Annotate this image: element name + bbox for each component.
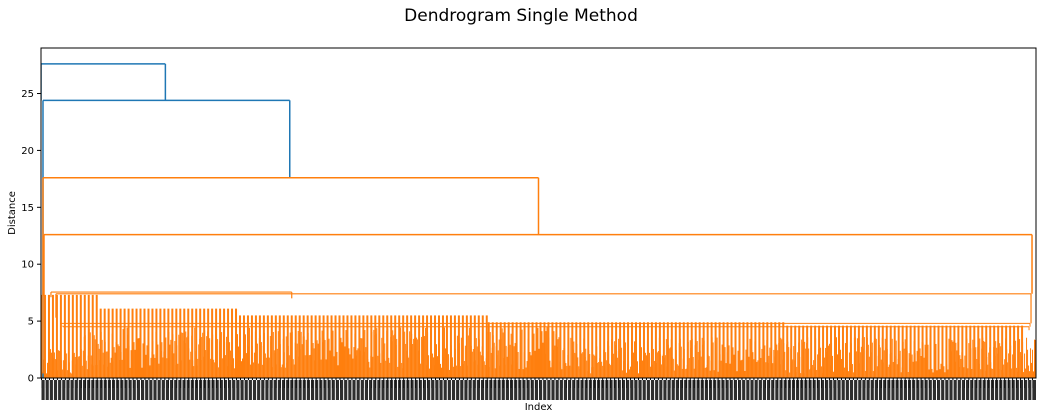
y-axis-label: Distance xyxy=(7,191,18,235)
y-axis: 0 5 10 15 20 25 xyxy=(21,89,41,385)
x-axis xyxy=(40,378,1036,400)
y-axis-tick-label: 20 xyxy=(21,146,34,157)
y-axis-tick-label: 10 xyxy=(21,260,34,271)
y-axis-tick-label: 0 xyxy=(28,374,34,385)
dendrogram-link xyxy=(50,291,293,299)
dendrogram-links xyxy=(41,63,1036,378)
dendrogram-link xyxy=(43,233,1033,297)
y-axis-tick-label: 25 xyxy=(21,89,34,100)
dendrogram-link xyxy=(42,176,540,374)
y-axis-tick-label: 5 xyxy=(28,317,34,328)
dendrogram-link xyxy=(55,293,1032,324)
x-axis-tick-label-gaps xyxy=(40,380,1033,400)
dendrogram-link xyxy=(41,63,167,101)
y-axis-tick-label: 15 xyxy=(21,203,34,214)
dendrogram-link xyxy=(60,322,1031,327)
dendrogram-link xyxy=(62,325,1030,331)
chart-title: Dendrogram Single Method xyxy=(404,6,638,26)
x-axis-label: Index xyxy=(525,402,553,413)
